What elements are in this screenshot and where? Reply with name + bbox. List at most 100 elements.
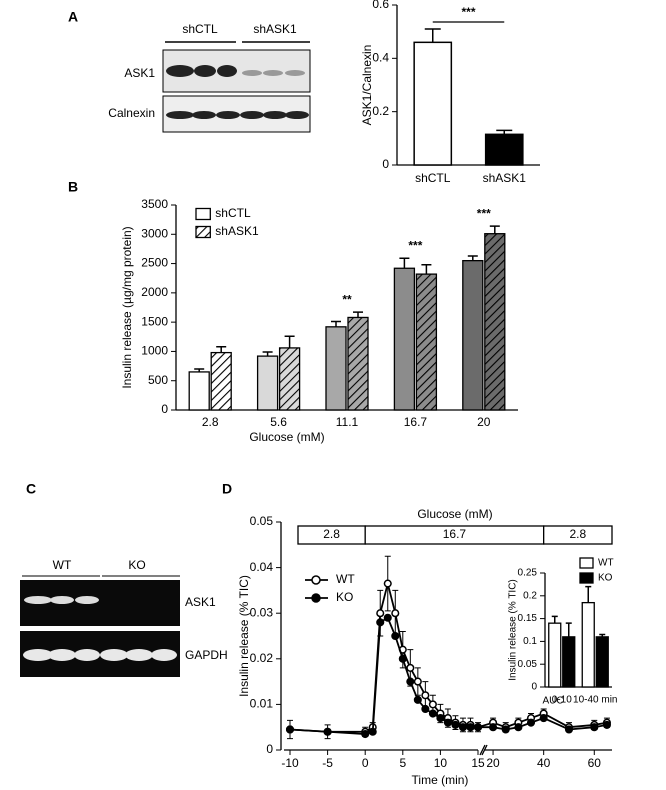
marker: [564, 725, 574, 734]
bar: [484, 133, 524, 166]
x-tick-label: 5: [399, 756, 406, 770]
marker: [391, 631, 400, 641]
x-tick-label: 20: [477, 415, 491, 429]
y-tick-label: 0: [266, 742, 273, 756]
bar-hatch: [211, 352, 232, 410]
error-bar: [585, 585, 592, 603]
error-bar: [284, 335, 295, 348]
marker: [539, 714, 548, 723]
bar: [462, 259, 484, 411]
y-axis-label: Insulin release (% TIC): [508, 579, 519, 681]
significance: **: [342, 292, 352, 306]
error-bar: [421, 263, 432, 275]
legend-label: WT: [598, 558, 614, 569]
marker: [398, 654, 407, 663]
y-tick-label: 0.15: [518, 613, 538, 624]
x-tick-label: 10: [434, 756, 448, 770]
error-bar: [551, 615, 558, 624]
error-bar: [262, 351, 273, 357]
legend-swatch: [195, 207, 211, 221]
y-tick-label: 2000: [141, 285, 168, 299]
y-tick-label: 0.25: [518, 568, 538, 579]
marker: [421, 691, 430, 700]
marker: [602, 720, 611, 729]
y-tick-label: 3500: [141, 197, 168, 211]
glucose-segment: [543, 525, 613, 545]
bar-hatch: [348, 317, 368, 410]
significance: ***: [461, 5, 475, 19]
panel-label: A: [68, 9, 78, 25]
marker: [406, 663, 415, 672]
marker: [428, 700, 437, 709]
legend-swatch: [579, 557, 594, 569]
panel-label: D: [222, 481, 232, 497]
x-tick-label: 10-40 min: [573, 695, 617, 706]
y-tick-label: 0.4: [372, 51, 389, 65]
x-tick-label: 16.7: [404, 415, 428, 429]
y-tick-label: 0.6: [372, 0, 389, 11]
marker: [376, 609, 385, 618]
y-tick-label: 0: [161, 402, 168, 416]
x-tick-label: 20: [486, 756, 500, 770]
group-label: shASK1: [253, 22, 297, 36]
bar: [562, 636, 576, 688]
x-tick-label: -10: [281, 756, 299, 770]
y-tick-label: 0.02: [250, 651, 274, 665]
y-tick-label: 500: [148, 373, 168, 387]
row-label: Calnexin: [108, 106, 155, 120]
error-bar: [489, 225, 500, 234]
y-tick-label: 3000: [141, 226, 168, 240]
y-tick-label: 0: [531, 682, 537, 693]
legend-label: KO: [598, 573, 613, 584]
legend-label: shASK1: [215, 224, 259, 238]
marker: [526, 718, 536, 727]
x-tick-label: 11.1: [336, 415, 359, 429]
row-label: ASK1: [124, 66, 155, 80]
marker: [451, 720, 460, 729]
y-tick-label: 2500: [141, 256, 168, 270]
x-tick-label: shCTL: [415, 171, 451, 185]
x-tick-label: 5.6: [270, 415, 287, 429]
error-bar: [216, 345, 227, 353]
marker: [368, 727, 377, 736]
error-bar: [424, 28, 441, 43]
group-label: shCTL: [182, 22, 218, 36]
marker: [443, 718, 452, 727]
glucose-label: 2.8: [323, 527, 340, 541]
marker: [466, 723, 475, 732]
x-tick-label: 0-10: [552, 695, 572, 706]
marker: [383, 579, 392, 588]
bar: [188, 371, 210, 411]
y-tick-label: 0.01: [250, 697, 274, 711]
blot-a: shCTL shASK1 ASK1 Calnexin: [108, 22, 311, 133]
y-tick-label: 0.05: [518, 659, 538, 670]
x-axis-label: Glucose (mM): [249, 430, 324, 444]
x-tick-label: shASK1: [483, 171, 527, 185]
marker: [590, 723, 599, 732]
marker: [436, 714, 445, 723]
marker: [501, 725, 510, 734]
glucose-label: 16.7: [443, 527, 467, 541]
bar-hatch: [484, 233, 505, 410]
y-tick-label: 1500: [141, 314, 168, 328]
bar: [581, 601, 595, 688]
marker: [458, 723, 468, 732]
x-tick-label: 40: [537, 756, 551, 770]
error-bar: [399, 257, 410, 269]
error-bar: [467, 255, 478, 261]
axis-line: [481, 744, 488, 756]
bar: [256, 355, 279, 411]
row-label: GAPDH: [185, 648, 228, 662]
y-tick-label: 0.05: [250, 514, 274, 528]
y-tick-label: 0.2: [523, 590, 537, 601]
marker: [285, 725, 295, 734]
legend-label: WT: [336, 572, 355, 586]
x-tick-label: 0: [362, 756, 369, 770]
group-label: WT: [53, 558, 72, 572]
marker: [413, 695, 422, 704]
marker: [323, 727, 332, 736]
group-label: KO: [128, 558, 145, 572]
y-axis-label: Insulin release (% TIC): [237, 575, 251, 697]
marker: [413, 677, 422, 686]
marker: [421, 704, 430, 714]
